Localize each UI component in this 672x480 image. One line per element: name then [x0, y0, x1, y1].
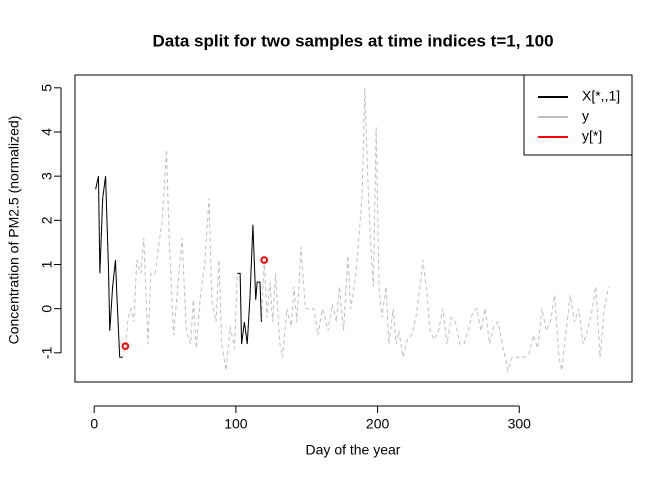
legend-label: y[*]: [582, 128, 602, 144]
y-tick-label: 1: [39, 260, 55, 268]
x-tick-label: 200: [366, 416, 390, 432]
y-tick-label: -1: [39, 346, 55, 359]
plot-box: [74, 74, 633, 383]
x-axis-label: Day of the year: [306, 442, 401, 458]
series-line: [95, 87, 610, 373]
legend-label: y: [582, 108, 589, 124]
y-tick-label: 2: [39, 216, 55, 224]
y-tick-label: 5: [39, 84, 55, 92]
x-tick-label: 100: [224, 416, 248, 432]
data-point: [260, 256, 269, 264]
series-line: [95, 176, 262, 358]
y-tick-label: 0: [39, 305, 55, 313]
y-tick-label: 3: [39, 172, 55, 180]
x-tick-label: 0: [90, 416, 98, 432]
x-tick-label: 300: [508, 416, 532, 432]
y-tick-label: 4: [39, 128, 55, 136]
chart-title: Data split for two samples at time indic…: [152, 31, 553, 50]
y-axis-label: Concentration of PM2.5 (normalized): [6, 116, 22, 345]
legend-label: X[*,,1]: [582, 88, 620, 104]
legend-box: [523, 74, 633, 156]
data-point: [121, 342, 130, 351]
